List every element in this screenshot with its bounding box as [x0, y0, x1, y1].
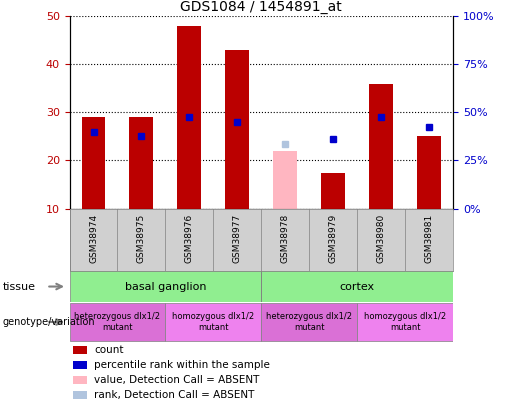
Bar [273, 151, 297, 209]
Bar [70, 303, 165, 341]
Text: basal ganglion: basal ganglion [125, 281, 206, 292]
Bar [261, 271, 453, 302]
Text: homozygous dlx1/2
mutant: homozygous dlx1/2 mutant [364, 312, 447, 332]
Bar [73, 376, 87, 384]
Bar [81, 117, 106, 209]
Bar [73, 361, 87, 369]
Bar [417, 136, 441, 209]
Bar [357, 303, 453, 341]
Text: heterozygous dlx1/2
mutant: heterozygous dlx1/2 mutant [266, 312, 352, 332]
Bar [369, 83, 393, 209]
Text: value, Detection Call = ABSENT: value, Detection Call = ABSENT [94, 375, 260, 385]
Text: GSM38978: GSM38978 [281, 213, 290, 263]
Text: GSM38976: GSM38976 [185, 213, 194, 263]
Bar [73, 391, 87, 399]
Text: GSM38977: GSM38977 [233, 213, 242, 263]
Text: GSM38980: GSM38980 [377, 213, 386, 263]
Text: GSM38979: GSM38979 [329, 213, 338, 263]
Bar [129, 117, 153, 209]
Text: tissue: tissue [3, 281, 36, 292]
Bar [178, 26, 201, 209]
Bar [226, 50, 249, 209]
Bar [261, 303, 357, 341]
Text: percentile rank within the sample: percentile rank within the sample [94, 360, 270, 370]
Bar [73, 346, 87, 354]
Text: genotype/variation: genotype/variation [3, 317, 95, 327]
Bar [70, 271, 261, 302]
Text: homozygous dlx1/2
mutant: homozygous dlx1/2 mutant [173, 312, 254, 332]
Text: heterozygous dlx1/2
mutant: heterozygous dlx1/2 mutant [75, 312, 161, 332]
Text: cortex: cortex [340, 281, 375, 292]
Text: count: count [94, 345, 124, 355]
Bar [165, 303, 261, 341]
Title: GDS1084 / 1454891_at: GDS1084 / 1454891_at [180, 0, 342, 14]
Text: rank, Detection Call = ABSENT: rank, Detection Call = ABSENT [94, 390, 255, 400]
Text: GSM38974: GSM38974 [89, 213, 98, 263]
Text: GSM38975: GSM38975 [137, 213, 146, 263]
Bar [321, 173, 345, 209]
Text: GSM38981: GSM38981 [425, 213, 434, 263]
